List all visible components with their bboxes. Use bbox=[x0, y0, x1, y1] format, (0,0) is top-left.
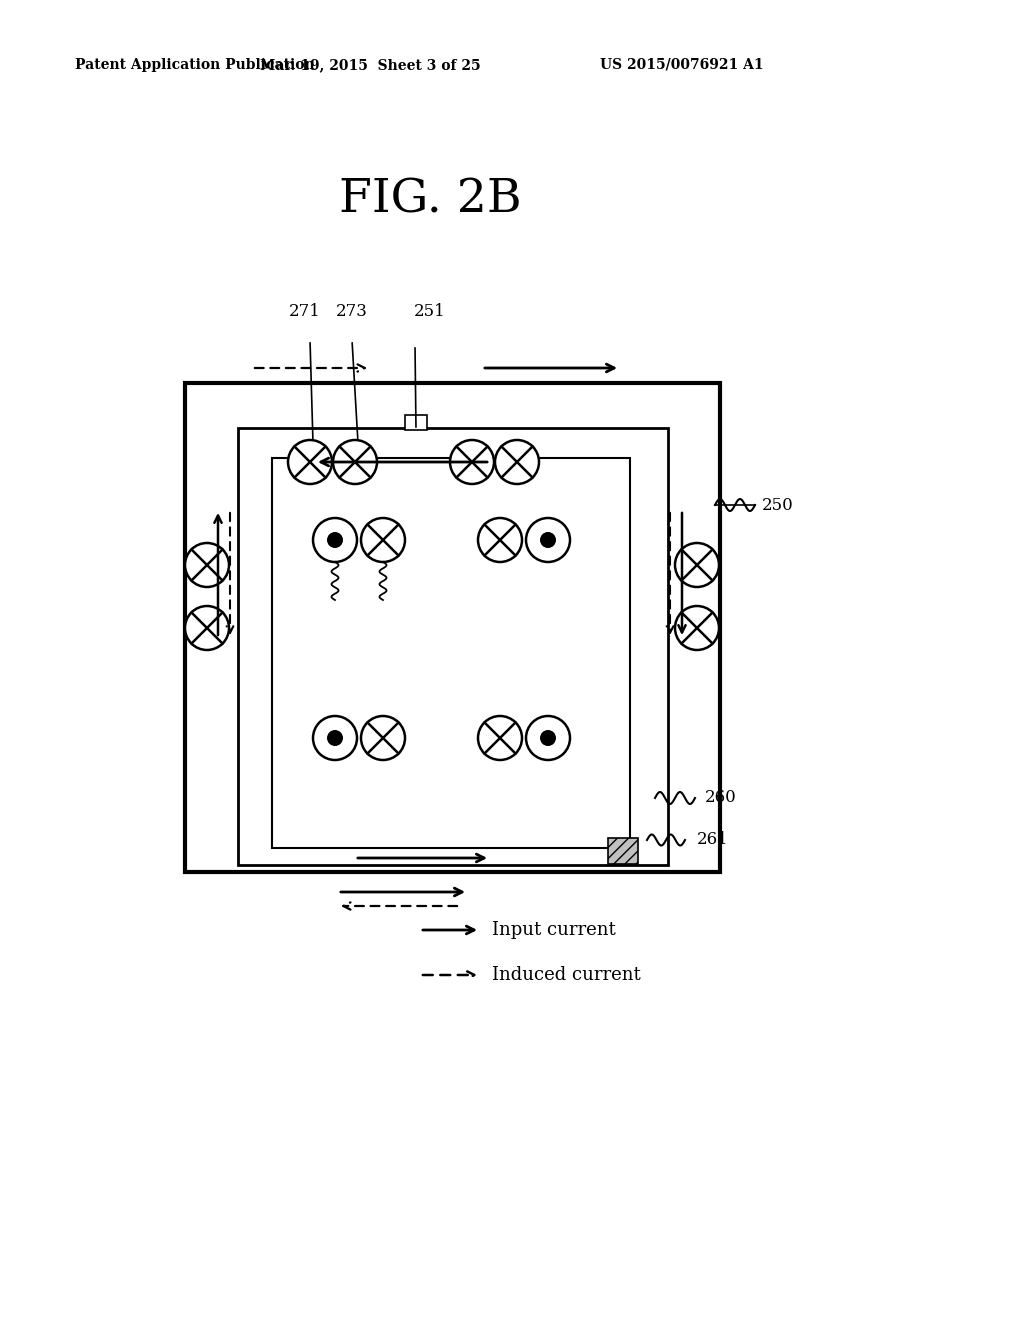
Circle shape bbox=[526, 715, 570, 760]
Text: 260: 260 bbox=[705, 789, 736, 807]
Circle shape bbox=[313, 715, 357, 760]
Bar bbox=[406, 414, 427, 430]
Circle shape bbox=[313, 517, 357, 562]
Text: 271: 271 bbox=[289, 304, 321, 321]
Circle shape bbox=[327, 532, 343, 548]
Circle shape bbox=[478, 715, 522, 760]
Circle shape bbox=[333, 440, 377, 484]
Text: 283: 283 bbox=[356, 610, 388, 627]
Bar bbox=[185, 383, 720, 873]
Circle shape bbox=[288, 440, 332, 484]
Bar bbox=[608, 838, 638, 865]
Text: Input current: Input current bbox=[492, 921, 615, 939]
Circle shape bbox=[675, 543, 719, 587]
Circle shape bbox=[327, 730, 343, 746]
Circle shape bbox=[361, 715, 406, 760]
Bar bbox=[238, 428, 668, 865]
Circle shape bbox=[540, 532, 556, 548]
Circle shape bbox=[478, 517, 522, 562]
Text: Induced current: Induced current bbox=[492, 966, 641, 983]
Circle shape bbox=[526, 517, 570, 562]
Circle shape bbox=[185, 543, 229, 587]
Circle shape bbox=[675, 606, 719, 649]
Circle shape bbox=[540, 730, 556, 746]
Text: 251: 251 bbox=[414, 304, 445, 321]
Circle shape bbox=[185, 606, 229, 649]
Text: 281: 281 bbox=[306, 610, 338, 627]
Text: US 2015/0076921 A1: US 2015/0076921 A1 bbox=[600, 58, 764, 73]
Text: Patent Application Publication: Patent Application Publication bbox=[75, 58, 314, 73]
Circle shape bbox=[361, 517, 406, 562]
Text: 261: 261 bbox=[697, 832, 729, 849]
Circle shape bbox=[450, 440, 494, 484]
Bar bbox=[272, 458, 630, 847]
Text: Mar. 19, 2015  Sheet 3 of 25: Mar. 19, 2015 Sheet 3 of 25 bbox=[260, 58, 480, 73]
Text: FIG. 2B: FIG. 2B bbox=[339, 177, 521, 223]
Text: 250: 250 bbox=[762, 496, 794, 513]
Text: 273: 273 bbox=[336, 304, 368, 321]
Circle shape bbox=[495, 440, 539, 484]
